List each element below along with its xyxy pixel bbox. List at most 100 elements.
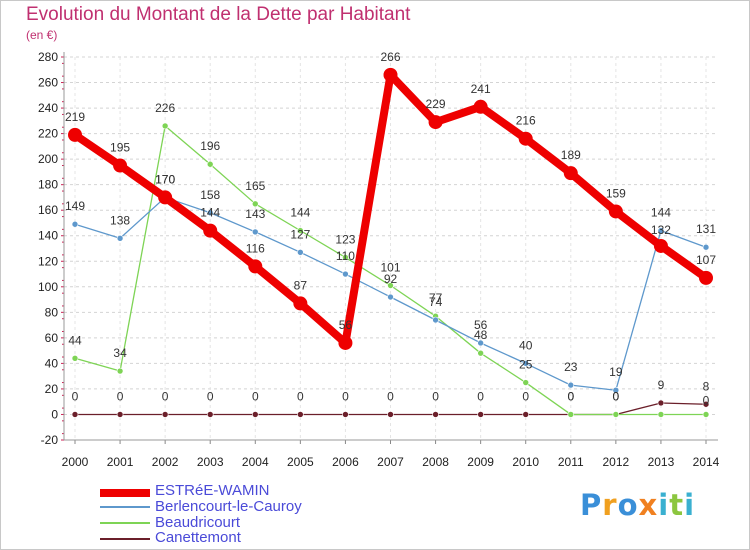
- x-tick-label: 2006: [332, 455, 359, 469]
- data-label: 0: [567, 389, 574, 403]
- y-tick-label: 20: [45, 382, 59, 396]
- legend-label-estree-wamin: ESTRéE-WAMIN: [155, 482, 270, 499]
- data-label: 138: [110, 213, 130, 227]
- logo-letter: i: [658, 488, 670, 522]
- data-label: 0: [477, 389, 484, 403]
- data-label: 144: [200, 206, 220, 220]
- data-point: [653, 238, 668, 253]
- data-label: 74: [429, 295, 443, 309]
- x-tick-label: 2005: [287, 455, 314, 469]
- data-label: 132: [651, 223, 671, 237]
- data-point: [387, 411, 394, 418]
- y-tick-label: 160: [38, 203, 58, 217]
- data-point: [206, 209, 214, 217]
- x-tick-label: 2009: [467, 455, 494, 469]
- data-label: 0: [162, 389, 169, 403]
- data-label: 143: [245, 207, 265, 221]
- data-label: 0: [613, 389, 620, 403]
- data-point: [657, 227, 665, 234]
- data-label: 23: [564, 360, 578, 374]
- data-point: [161, 411, 169, 418]
- y-tick-label: 260: [38, 76, 58, 90]
- data-point: [116, 411, 124, 418]
- x-tick-label: 2003: [197, 455, 224, 469]
- data-label: 0: [342, 389, 349, 403]
- chart-title: Evolution du Montant de la Dette par Hab…: [26, 4, 411, 25]
- legend-swatch-berlencourt: [100, 506, 150, 508]
- data-label: 110: [336, 249, 355, 263]
- data-point: [297, 249, 304, 256]
- data-label: 101: [380, 261, 400, 275]
- data-point: [297, 411, 304, 418]
- data-point: [522, 379, 530, 386]
- data-point: [383, 67, 398, 82]
- data-label: 44: [68, 333, 82, 347]
- data-point: [161, 122, 169, 130]
- data-point: [71, 220, 79, 228]
- data-point: [342, 411, 349, 418]
- data-label: 0: [432, 389, 439, 403]
- data-point: [699, 270, 713, 285]
- data-label: 0: [117, 389, 124, 403]
- data-label: 34: [113, 346, 127, 360]
- data-label: 92: [384, 272, 398, 286]
- x-tick-label: 2012: [603, 455, 630, 469]
- logo-letter: r: [602, 488, 618, 522]
- data-label: 0: [72, 389, 79, 403]
- data-label: 170: [155, 172, 175, 186]
- y-tick-label: 120: [38, 254, 58, 268]
- data-label: 144: [651, 206, 671, 220]
- data-label: 226: [155, 101, 175, 115]
- y-tick-label: 240: [38, 101, 58, 115]
- y-tick-label: 220: [38, 127, 58, 141]
- data-label: 25: [519, 358, 533, 372]
- data-label: 8: [703, 379, 710, 393]
- data-label: 196: [200, 139, 220, 153]
- data-label: 87: [294, 278, 308, 292]
- data-point: [477, 411, 484, 418]
- data-label: 56: [474, 318, 488, 332]
- data-label: 107: [696, 253, 716, 267]
- data-label: 123: [335, 232, 355, 246]
- data-point: [612, 411, 620, 418]
- data-point: [116, 367, 124, 375]
- data-point: [432, 316, 439, 324]
- data-label: 241: [471, 82, 491, 96]
- y-tick-label: 0: [51, 407, 58, 421]
- data-label: 116: [246, 241, 265, 255]
- data-point: [251, 411, 259, 418]
- data-label: 195: [110, 141, 130, 155]
- data-label: 0: [207, 389, 214, 403]
- data-label: 149: [65, 199, 85, 213]
- data-label: 189: [561, 148, 581, 162]
- data-label: 170: [155, 172, 175, 186]
- data-label: 158: [200, 188, 220, 202]
- data-point: [612, 386, 620, 394]
- data-point: [387, 293, 394, 301]
- data-point: [338, 335, 353, 350]
- data-point: [387, 282, 394, 289]
- y-tick-label: 40: [45, 356, 59, 370]
- data-point: [206, 160, 214, 168]
- logo-letter: i: [684, 488, 696, 522]
- data-label: 56: [339, 318, 353, 332]
- data-label: 219: [65, 110, 85, 124]
- y-tick-label: 180: [38, 178, 58, 192]
- data-label: 77: [429, 291, 443, 305]
- data-point: [522, 360, 530, 367]
- data-point: [71, 354, 79, 362]
- data-point: [71, 411, 79, 418]
- data-point: [432, 411, 439, 418]
- data-point: [563, 166, 578, 181]
- data-label: 0: [252, 389, 259, 403]
- chart-unit-label: (en €): [26, 28, 58, 42]
- y-tick-label: 100: [38, 280, 58, 294]
- data-point: [206, 411, 214, 418]
- data-label: 131: [696, 222, 716, 236]
- data-point: [518, 131, 533, 146]
- data-label: 216: [516, 114, 536, 128]
- data-point: [477, 349, 484, 357]
- data-point: [293, 296, 308, 311]
- data-point: [342, 270, 349, 278]
- data-point: [477, 339, 484, 347]
